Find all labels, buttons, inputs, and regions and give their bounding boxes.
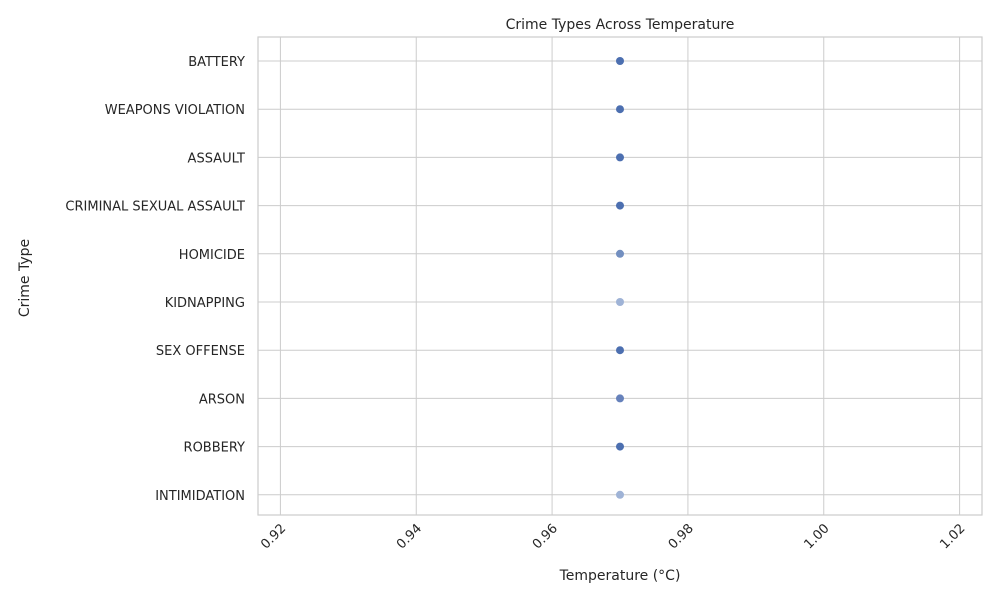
y-tick-label: SEX OFFENSE — [156, 344, 245, 359]
x-tick-label: 1.00 — [802, 521, 833, 552]
x-axis-label: Temperature (°C) — [559, 568, 681, 584]
data-point — [616, 201, 624, 210]
data-point — [616, 346, 624, 355]
y-tick-labels: BATTERY WEAPONS VIOLATION ASSAULT CRIMINAL … — [65, 55, 245, 504]
x-tick-label: 0.94 — [394, 521, 425, 552]
data-point — [616, 249, 624, 258]
data-point — [616, 57, 624, 65]
data-point — [616, 442, 624, 451]
x-tick-label: 0.98 — [666, 521, 697, 552]
data-point — [616, 105, 624, 114]
data-point — [616, 490, 624, 499]
data-points — [616, 57, 624, 499]
y-tick-label: KIDNAPPING — [165, 296, 245, 311]
y-tick-label: ASSAULT — [188, 151, 245, 166]
data-point — [616, 298, 624, 306]
plot-frame — [257, 36, 983, 516]
y-tick-label: WEAPONS VIOLATION — [105, 103, 245, 118]
y-tick-label: ARSON — [199, 392, 245, 407]
y-tick-label: CRIMINAL SEXUAL ASSAULT — [65, 200, 245, 215]
y-tick-label: HOMICIDE — [179, 248, 245, 263]
y-tick-label: ROBBERY — [184, 441, 246, 456]
data-point — [616, 394, 624, 403]
x-tick-labels: 0.92 0.94 0.96 0.98 1.00 1.02 — [258, 521, 968, 552]
y-axis-label: Crime Type — [17, 239, 33, 317]
y-tick-label: BATTERY — [188, 55, 245, 70]
y-tick-label: INTIMIDATION — [155, 489, 245, 504]
x-tick-label: 0.92 — [258, 521, 289, 552]
x-tick-label: 1.02 — [937, 521, 968, 552]
x-tick-label: 0.96 — [530, 521, 561, 552]
chart-title: Crime Types Across Temperature — [506, 17, 735, 33]
data-point — [616, 153, 624, 162]
